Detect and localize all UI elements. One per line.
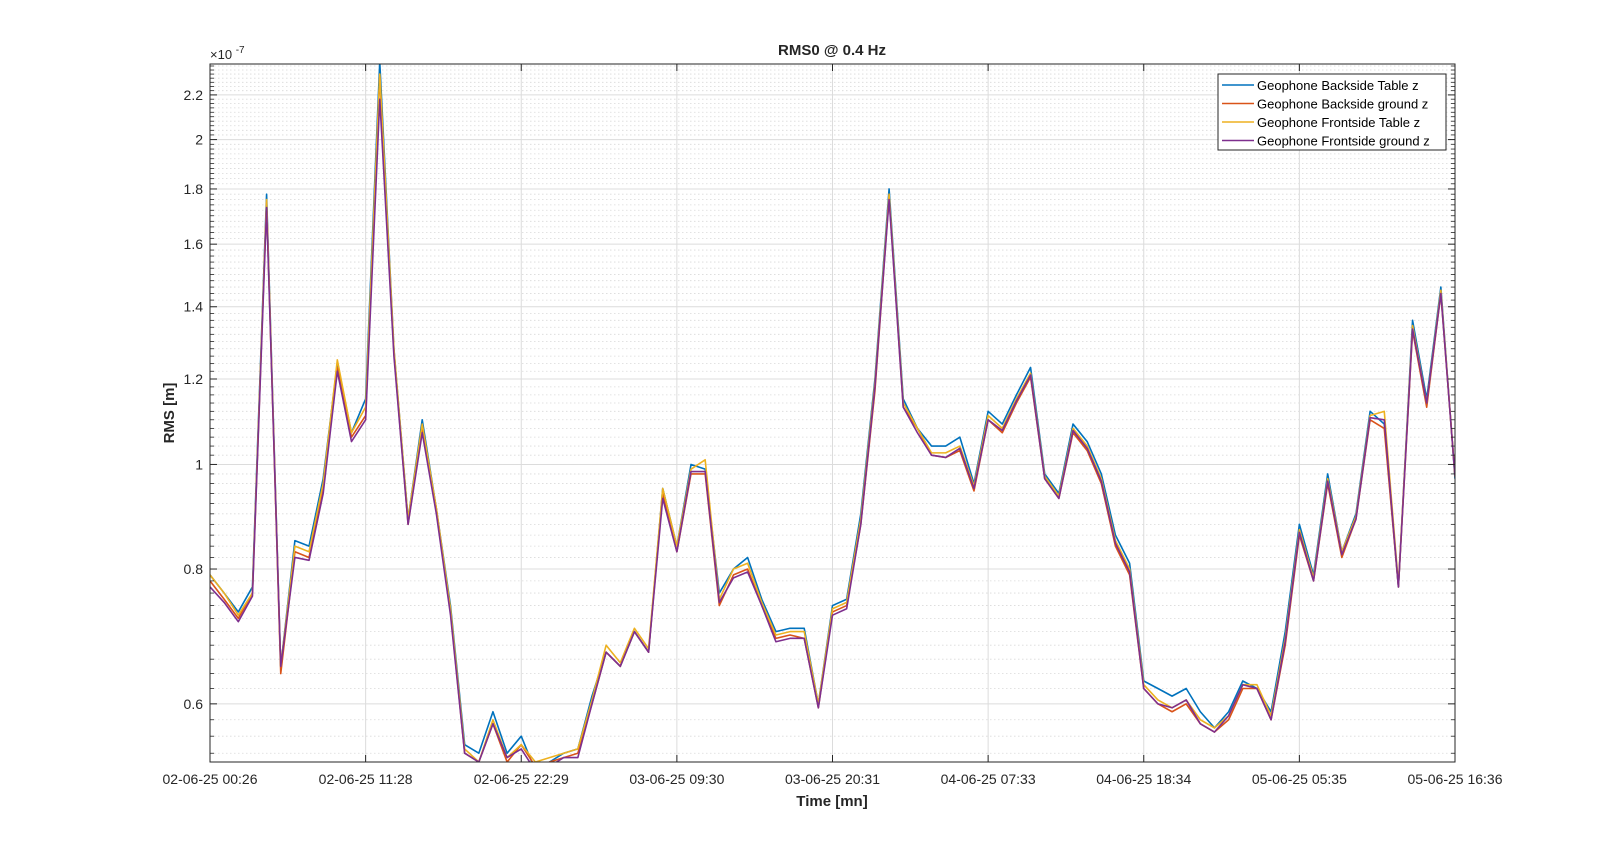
x-tick-label: 05-06-25 05:35 — [1252, 771, 1347, 787]
series-line-4 — [210, 98, 1455, 762]
legend-entry: Geophone Backside ground z — [1257, 97, 1428, 112]
y-tick-label: 1.4 — [184, 299, 204, 315]
legend-entry: Geophone Frontside ground z — [1257, 134, 1430, 149]
chart-title: RMS0 @ 0.4 Hz — [778, 42, 886, 59]
x-tick-label: 05-06-25 16:36 — [1408, 771, 1503, 787]
y-exponent-power: -7 — [236, 45, 245, 56]
x-tick-label: 04-06-25 18:34 — [1096, 771, 1191, 787]
y-axis-title: RMS [m] — [161, 383, 178, 444]
y-tick-label: 0.8 — [184, 561, 204, 577]
x-axis-title: Time [mn] — [796, 793, 867, 810]
x-tick-label: 02-06-25 11:28 — [319, 771, 413, 787]
y-tick-label: 1.8 — [184, 181, 204, 197]
legend-entry: Geophone Frontside Table z — [1257, 115, 1420, 130]
x-tick-label: 02-06-25 22:29 — [474, 771, 569, 787]
x-tick-label: 02-06-25 00:26 — [163, 771, 258, 787]
series-layer — [210, 64, 1455, 762]
y-tick-label: 1.6 — [184, 236, 204, 252]
y-tick-label: 1 — [195, 456, 203, 472]
legend: Geophone Backside Table z Geophone Backsi… — [1217, 73, 1447, 151]
series-line-3 — [210, 73, 1455, 762]
x-tick-label: 03-06-25 20:31 — [785, 771, 880, 787]
x-tick-label: 03-06-25 09:30 — [629, 771, 724, 787]
ticks: 0.6 0.8 1 1.2 1.4 1.6 1.8 2 2.2 02-06-25 00:26 02-… — [163, 64, 1503, 787]
x-tick-label: 04-06-25 07:33 — [941, 771, 1036, 787]
y-tick-label: 2.2 — [184, 87, 204, 103]
y-exponent-base: ×10 — [210, 47, 232, 62]
y-exponent: ×10 -7 — [210, 45, 245, 62]
legend-entry: Geophone Backside Table z — [1257, 78, 1419, 93]
y-tick-label: 0.6 — [184, 696, 204, 712]
y-tick-label: 2 — [195, 132, 203, 148]
legend-box — [1217, 73, 1447, 151]
y-tick-label: 1.2 — [184, 371, 204, 387]
